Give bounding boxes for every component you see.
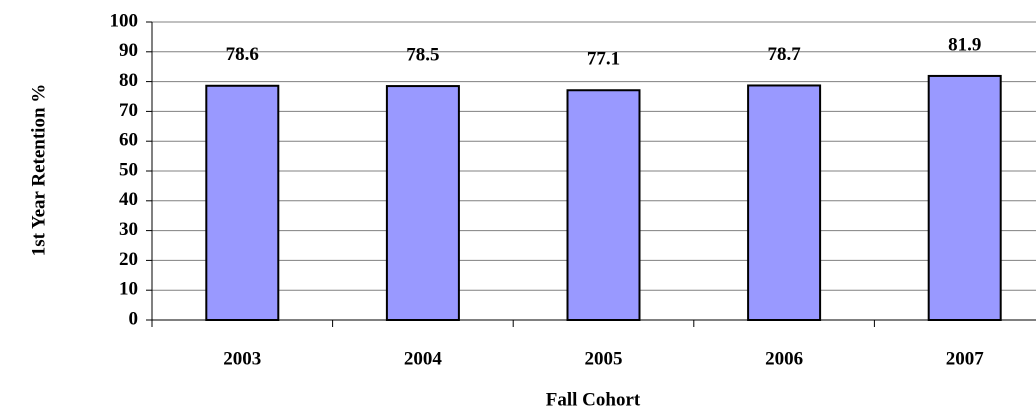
x-axis-title: Fall Cohort [546, 389, 641, 410]
y-tick-label: 100 [110, 10, 139, 31]
data-label: 78.7 [767, 44, 801, 65]
y-tick-label: 40 [119, 189, 138, 210]
x-tick-label: 2006 [765, 348, 803, 369]
bar [927, 74, 1002, 321]
y-tick-label: 60 [119, 130, 138, 151]
bar [566, 89, 641, 321]
bar [205, 84, 280, 321]
data-label: 78.5 [406, 44, 439, 65]
data-label: 81.9 [948, 34, 981, 55]
data-label: 77.1 [587, 49, 620, 70]
y-axis-title: 1st Year Retention % [28, 84, 49, 257]
y-tick-label: 0 [129, 308, 139, 329]
y-tick-label: 10 [119, 279, 138, 300]
y-tick-label: 90 [119, 40, 138, 61]
x-tick-label: 2003 [223, 348, 261, 369]
x-tick-label: 2004 [404, 348, 443, 369]
x-tick-label: 2007 [946, 348, 985, 369]
y-tick-label: 80 [119, 70, 138, 91]
data-label: 78.6 [226, 44, 259, 65]
bar [747, 84, 822, 321]
y-tick-label: 50 [119, 159, 138, 180]
y-tick-label: 20 [119, 249, 138, 270]
y-tick-label: 70 [119, 100, 138, 121]
x-tick-label: 2005 [585, 348, 623, 369]
y-tick-label: 30 [119, 219, 138, 240]
bar [385, 85, 460, 321]
